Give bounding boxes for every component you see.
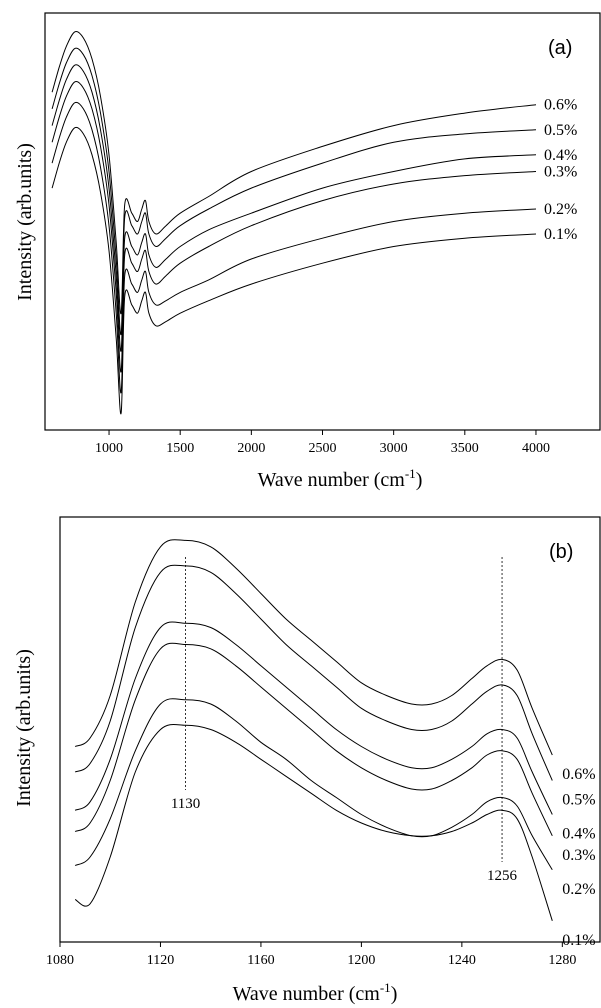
series-label: 0.3% — [562, 847, 595, 864]
series-line — [74, 621, 553, 815]
x-tick-label: 2500 — [309, 441, 337, 456]
panel-b-label: (b) — [549, 541, 573, 563]
panel-b-chart: (b) Intensity (arb.units) Wave number (c… — [13, 516, 601, 1005]
series-label: 0.4% — [544, 147, 577, 164]
series-line — [74, 723, 553, 921]
x-tick-label: 1500 — [166, 441, 194, 456]
series-label: 0.1% — [544, 226, 577, 243]
series-line — [74, 642, 553, 837]
series-label: 0.6% — [562, 766, 595, 783]
x-tick-label: 1120 — [147, 953, 174, 968]
x-tick-label: 1200 — [347, 953, 375, 968]
series-line — [51, 64, 537, 352]
x-tick-label: 1000 — [95, 441, 123, 456]
series-line — [51, 47, 537, 335]
series-label: 0.5% — [562, 792, 595, 809]
panel-b-x-axis-label: Wave number (cm-1) — [233, 980, 398, 1005]
x-tick-label: 1160 — [247, 953, 274, 968]
peak-annotation: 1130 — [171, 796, 200, 812]
series-label: 0.4% — [562, 826, 595, 843]
x-tick-label: 1080 — [46, 953, 74, 968]
series-line — [51, 80, 537, 373]
peak-annotation: 1256 — [487, 868, 518, 884]
series-line — [74, 564, 553, 781]
panel-a-series-labels: 0.6% 0.5% 0.4%0.3% 0.2% 0.1% — [544, 97, 577, 243]
x-tick-label: 4000 — [522, 441, 550, 456]
panel-b-y-axis-label: Intensity (arb.units) — [13, 649, 35, 807]
panel-a-y-axis-label: Intensity (arb.units) — [14, 143, 36, 301]
series-label: 0.6% — [544, 97, 577, 114]
panel-b-plot-frame — [59, 516, 601, 943]
panel-a-plot-frame — [44, 12, 601, 431]
series-label: 0.1% — [562, 932, 595, 949]
panel-b-annotations: 1130 1256 — [171, 796, 518, 884]
panel-a-x-axis-label: Wave number (cm-1) — [258, 466, 423, 491]
panel-a-series — [51, 30, 537, 415]
series-line — [51, 30, 537, 314]
panel-b-series-labels: 0.6% 0.5% 0.4% 0.3% 0.2% 0.1% — [562, 766, 595, 949]
panel-a-x-ticks: 1000 1500 2000 2500 3000 3500 4000 — [95, 430, 550, 456]
panel-b-series — [74, 539, 553, 921]
series-label: 0.3% — [544, 163, 577, 180]
panel-a-chart: (a) Intensity (arb.units) Wave number (c… — [14, 12, 601, 491]
series-line — [51, 126, 537, 415]
x-tick-label: 2000 — [237, 441, 265, 456]
series-label: 0.2% — [544, 201, 577, 218]
x-tick-label: 3000 — [380, 441, 408, 456]
panel-a-label: (a) — [548, 37, 572, 59]
x-tick-label: 1280 — [548, 953, 576, 968]
x-tick-label: 3500 — [451, 441, 479, 456]
series-line — [74, 539, 553, 756]
panel-b-x-ticks: 1080 1120 1160 1200 1240 1280 — [46, 942, 576, 968]
panel-b-peak-guides — [185, 557, 503, 862]
series-label: 0.2% — [562, 881, 595, 898]
series-label: 0.5% — [544, 122, 577, 139]
series-line — [74, 698, 553, 871]
x-tick-label: 1240 — [448, 953, 476, 968]
series-line — [51, 101, 537, 394]
